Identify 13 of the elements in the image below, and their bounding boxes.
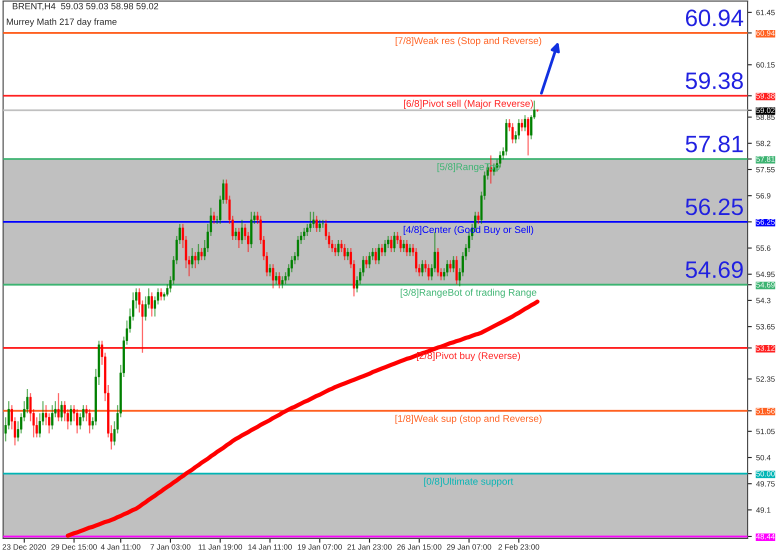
ref-line-label: [6/8]Pivot sell (Major Reverse) <box>404 100 533 109</box>
ref-line-label: [7/8]Weak res (Stop and Reverse) <box>396 36 542 46</box>
chart-title: BRENT,H4 59.03 59.03 58.98 59.02 <box>12 2 158 10</box>
line-series <box>66 300 540 538</box>
text: 54.69 <box>686 261 743 278</box>
text: 60.94 <box>686 10 744 26</box>
text: Murrey Math 217 day frame <box>6 18 117 27</box>
ref-line-label: [1/8]Weak sup (stop and Reverse) <box>395 414 542 424</box>
text: 59.38 <box>686 72 743 90</box>
text: 57.81 <box>686 136 743 152</box>
ref-line-label: [3/8]RangeBot of trading Range <box>400 288 536 298</box>
ref-line-label: [0/8]Ultimate support <box>424 478 514 487</box>
text: 56.25 <box>686 198 743 216</box>
